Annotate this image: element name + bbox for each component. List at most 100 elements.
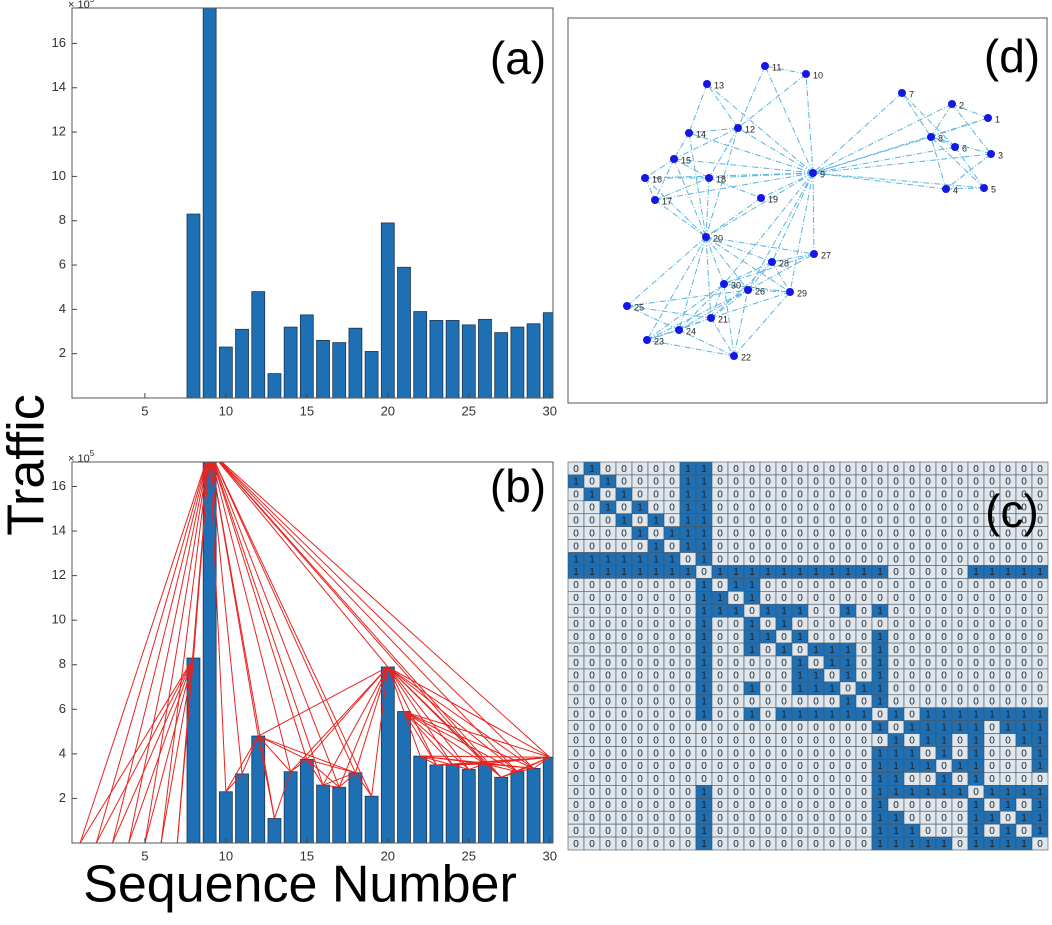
- matrix-cell-label: 0: [621, 658, 627, 669]
- matrix-cell-label: 0: [813, 593, 819, 604]
- graph-edge: [644, 177, 707, 238]
- matrix-cell-label: 0: [1037, 541, 1043, 552]
- visibility-edge: [420, 755, 453, 766]
- matrix-cell-label: 1: [669, 567, 675, 578]
- matrix-cell-label: 0: [941, 477, 947, 488]
- matrix-cell-label: 0: [797, 503, 803, 514]
- matrix-cell-label: 0: [621, 503, 627, 514]
- bar: [397, 711, 411, 843]
- graph-edge: [688, 132, 707, 238]
- matrix-cell-label: 0: [925, 606, 931, 617]
- matrix-cell-label: 0: [749, 748, 755, 759]
- matrix-cell-label: 0: [637, 839, 643, 850]
- matrix-cell-label: 0: [733, 826, 739, 837]
- matrix-cell-label: 0: [589, 826, 595, 837]
- matrix-cell-label: 0: [829, 554, 835, 565]
- x-tick-label: 5: [141, 403, 148, 418]
- matrix-cell-label: 1: [701, 787, 707, 798]
- matrix-cell-label: 1: [877, 722, 883, 733]
- matrix-cell-label: 0: [653, 477, 659, 488]
- matrix-cell-label: 0: [973, 541, 979, 552]
- matrix-cell-label: 1: [781, 619, 787, 630]
- matrix-cell-label: 1: [701, 658, 707, 669]
- bar: [445, 320, 460, 398]
- matrix-cell-label: 0: [781, 464, 787, 475]
- matrix-cell-label: 0: [1005, 580, 1011, 591]
- matrix-cell-label: 0: [1005, 593, 1011, 604]
- matrix-cell-label: 0: [605, 658, 611, 669]
- matrix-cell-label: 0: [957, 813, 963, 824]
- y-tick-label: 6: [59, 256, 66, 271]
- matrix-cell-label: 0: [1037, 528, 1043, 539]
- matrix-cell-label: 1: [973, 813, 979, 824]
- bar: [218, 346, 233, 398]
- visibility-edge: [290, 759, 308, 773]
- bar: [461, 324, 476, 398]
- graph-node-label: 19: [768, 194, 778, 204]
- matrix-cell-label: 1: [829, 658, 835, 669]
- matrix-cell-label: 0: [1005, 774, 1011, 785]
- matrix-cell-label: 0: [941, 671, 947, 682]
- visibility-edge: [290, 666, 389, 773]
- matrix-cell-label: 0: [861, 748, 867, 759]
- matrix-cell-label: 0: [989, 632, 995, 643]
- matrix-cell-label: 0: [589, 813, 595, 824]
- matrix-cell-label: 0: [861, 606, 867, 617]
- matrix-cell-label: 0: [733, 645, 739, 656]
- y-tick-label: 16: [52, 35, 66, 50]
- matrix-cell-label: 0: [717, 826, 723, 837]
- matrix-cell-label: 1: [829, 684, 835, 695]
- matrix-cell-label: 0: [1021, 515, 1027, 526]
- visibility-edge: [219, 462, 518, 773]
- matrix-cell-label: 1: [989, 787, 995, 798]
- matrix-cell-label: 0: [765, 528, 771, 539]
- matrix-cell-label: 1: [765, 632, 771, 643]
- matrix-cell-label: 0: [669, 580, 675, 591]
- graph-node: [707, 314, 715, 322]
- matrix-cell-label: 0: [653, 528, 659, 539]
- matrix-cell-label: 0: [909, 515, 915, 526]
- matrix-cell-label: 0: [717, 658, 723, 669]
- matrix-cell-label: 0: [861, 645, 867, 656]
- matrix-cell-label: 0: [621, 839, 627, 850]
- matrix-cell-label: 0: [893, 554, 899, 565]
- matrix-cell-label: 1: [925, 761, 931, 772]
- graph-edge: [673, 127, 739, 160]
- matrix-cell-label: 0: [669, 503, 675, 514]
- bar: [202, 462, 217, 843]
- matrix-cell-label: 0: [781, 774, 787, 785]
- matrix-cell-label: 0: [781, 800, 787, 811]
- matrix-cell-label: 0: [925, 503, 931, 514]
- matrix-cell-label: 0: [781, 735, 787, 746]
- graph-edge: [747, 261, 773, 291]
- matrix-cell-label: 0: [717, 580, 723, 591]
- visibility-edge: [210, 462, 243, 774]
- matrix-cell-label: 0: [781, 503, 787, 514]
- graph-node-label: 9: [820, 169, 825, 179]
- matrix-cell-label: 0: [765, 515, 771, 526]
- matrix-cell-label: 0: [989, 748, 995, 759]
- matrix-cell-label: 0: [653, 709, 659, 720]
- matrix-cell-label: 0: [765, 761, 771, 772]
- matrix-cell-label: 0: [765, 697, 771, 708]
- matrix-cell-label: 0: [733, 658, 739, 669]
- matrix-cell-label: 0: [765, 619, 771, 630]
- visibility-edge: [338, 666, 389, 788]
- matrix-cell-label: 0: [605, 528, 611, 539]
- matrix-cell-label: 0: [1021, 645, 1027, 656]
- matrix-cell-label: 1: [749, 593, 755, 604]
- visibility-edge: [419, 755, 437, 766]
- matrix-cell-label: 1: [685, 503, 691, 514]
- matrix-cell-label: 1: [621, 515, 627, 526]
- matrix-cell-label: 0: [765, 684, 771, 695]
- matrix-cell-label: 0: [749, 541, 755, 552]
- matrix-cell-label: 1: [621, 490, 627, 501]
- matrix-cell-label: 0: [1037, 839, 1043, 850]
- matrix-cell-label: 0: [605, 774, 611, 785]
- graph-node: [703, 80, 711, 88]
- bar: [316, 784, 330, 843]
- matrix-cell-label: 0: [797, 697, 803, 708]
- bar: [316, 339, 330, 398]
- matrix-cell-label: 0: [653, 722, 659, 733]
- y-tick-label: 14: [52, 523, 66, 538]
